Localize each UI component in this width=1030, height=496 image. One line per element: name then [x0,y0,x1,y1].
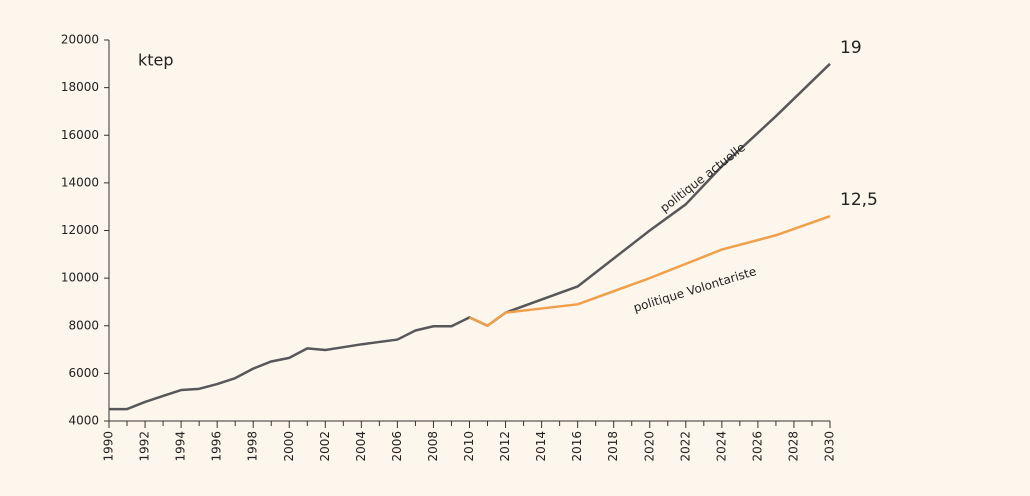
y-tick-label: 20000 [61,33,99,47]
x-tick-label: 2006 [390,431,404,462]
y-tick-label: 8000 [68,318,99,332]
y-tick-label: 12000 [61,223,99,237]
y-tick-label: 6000 [68,366,99,380]
end-annotation: 19 [840,38,862,58]
x-tick-label: 2020 [642,431,656,462]
x-tick-label: 2014 [534,431,548,462]
x-tick-label: 2018 [606,431,620,462]
x-tick-label: 2030 [823,431,837,462]
y-tick-label: 16000 [61,128,99,142]
x-tick-label: 2016 [570,431,584,462]
x-tick-label: 2012 [498,431,512,462]
y-tick-label: 4000 [68,414,99,428]
y-tick-label: 10000 [61,271,99,285]
x-tick-label: 1994 [174,431,188,462]
y-tick-label: 18000 [61,80,99,94]
x-tick-label: 2008 [426,431,440,462]
x-tick-label: 2024 [714,431,728,462]
series-line [468,215,831,327]
x-tick-label: 2004 [354,431,368,462]
end-annotation: 12,5 [840,190,878,210]
x-tick-label: 1990 [102,431,116,462]
x-tick-label: 1992 [138,431,152,462]
x-tick-label: 2022 [678,431,692,462]
x-tick-label: 1996 [210,431,224,462]
x-tick-label: 2026 [750,431,764,462]
x-tick-label: 2000 [282,431,296,462]
series-line [109,62,831,411]
y-axis-label: ktep [138,51,174,70]
x-tick-label: 2028 [786,431,800,462]
x-tick-label: 2002 [318,431,332,462]
x-tick-label: 1998 [246,431,260,462]
y-tick-label: 14000 [61,175,99,189]
x-tick-label: 2010 [462,431,476,462]
